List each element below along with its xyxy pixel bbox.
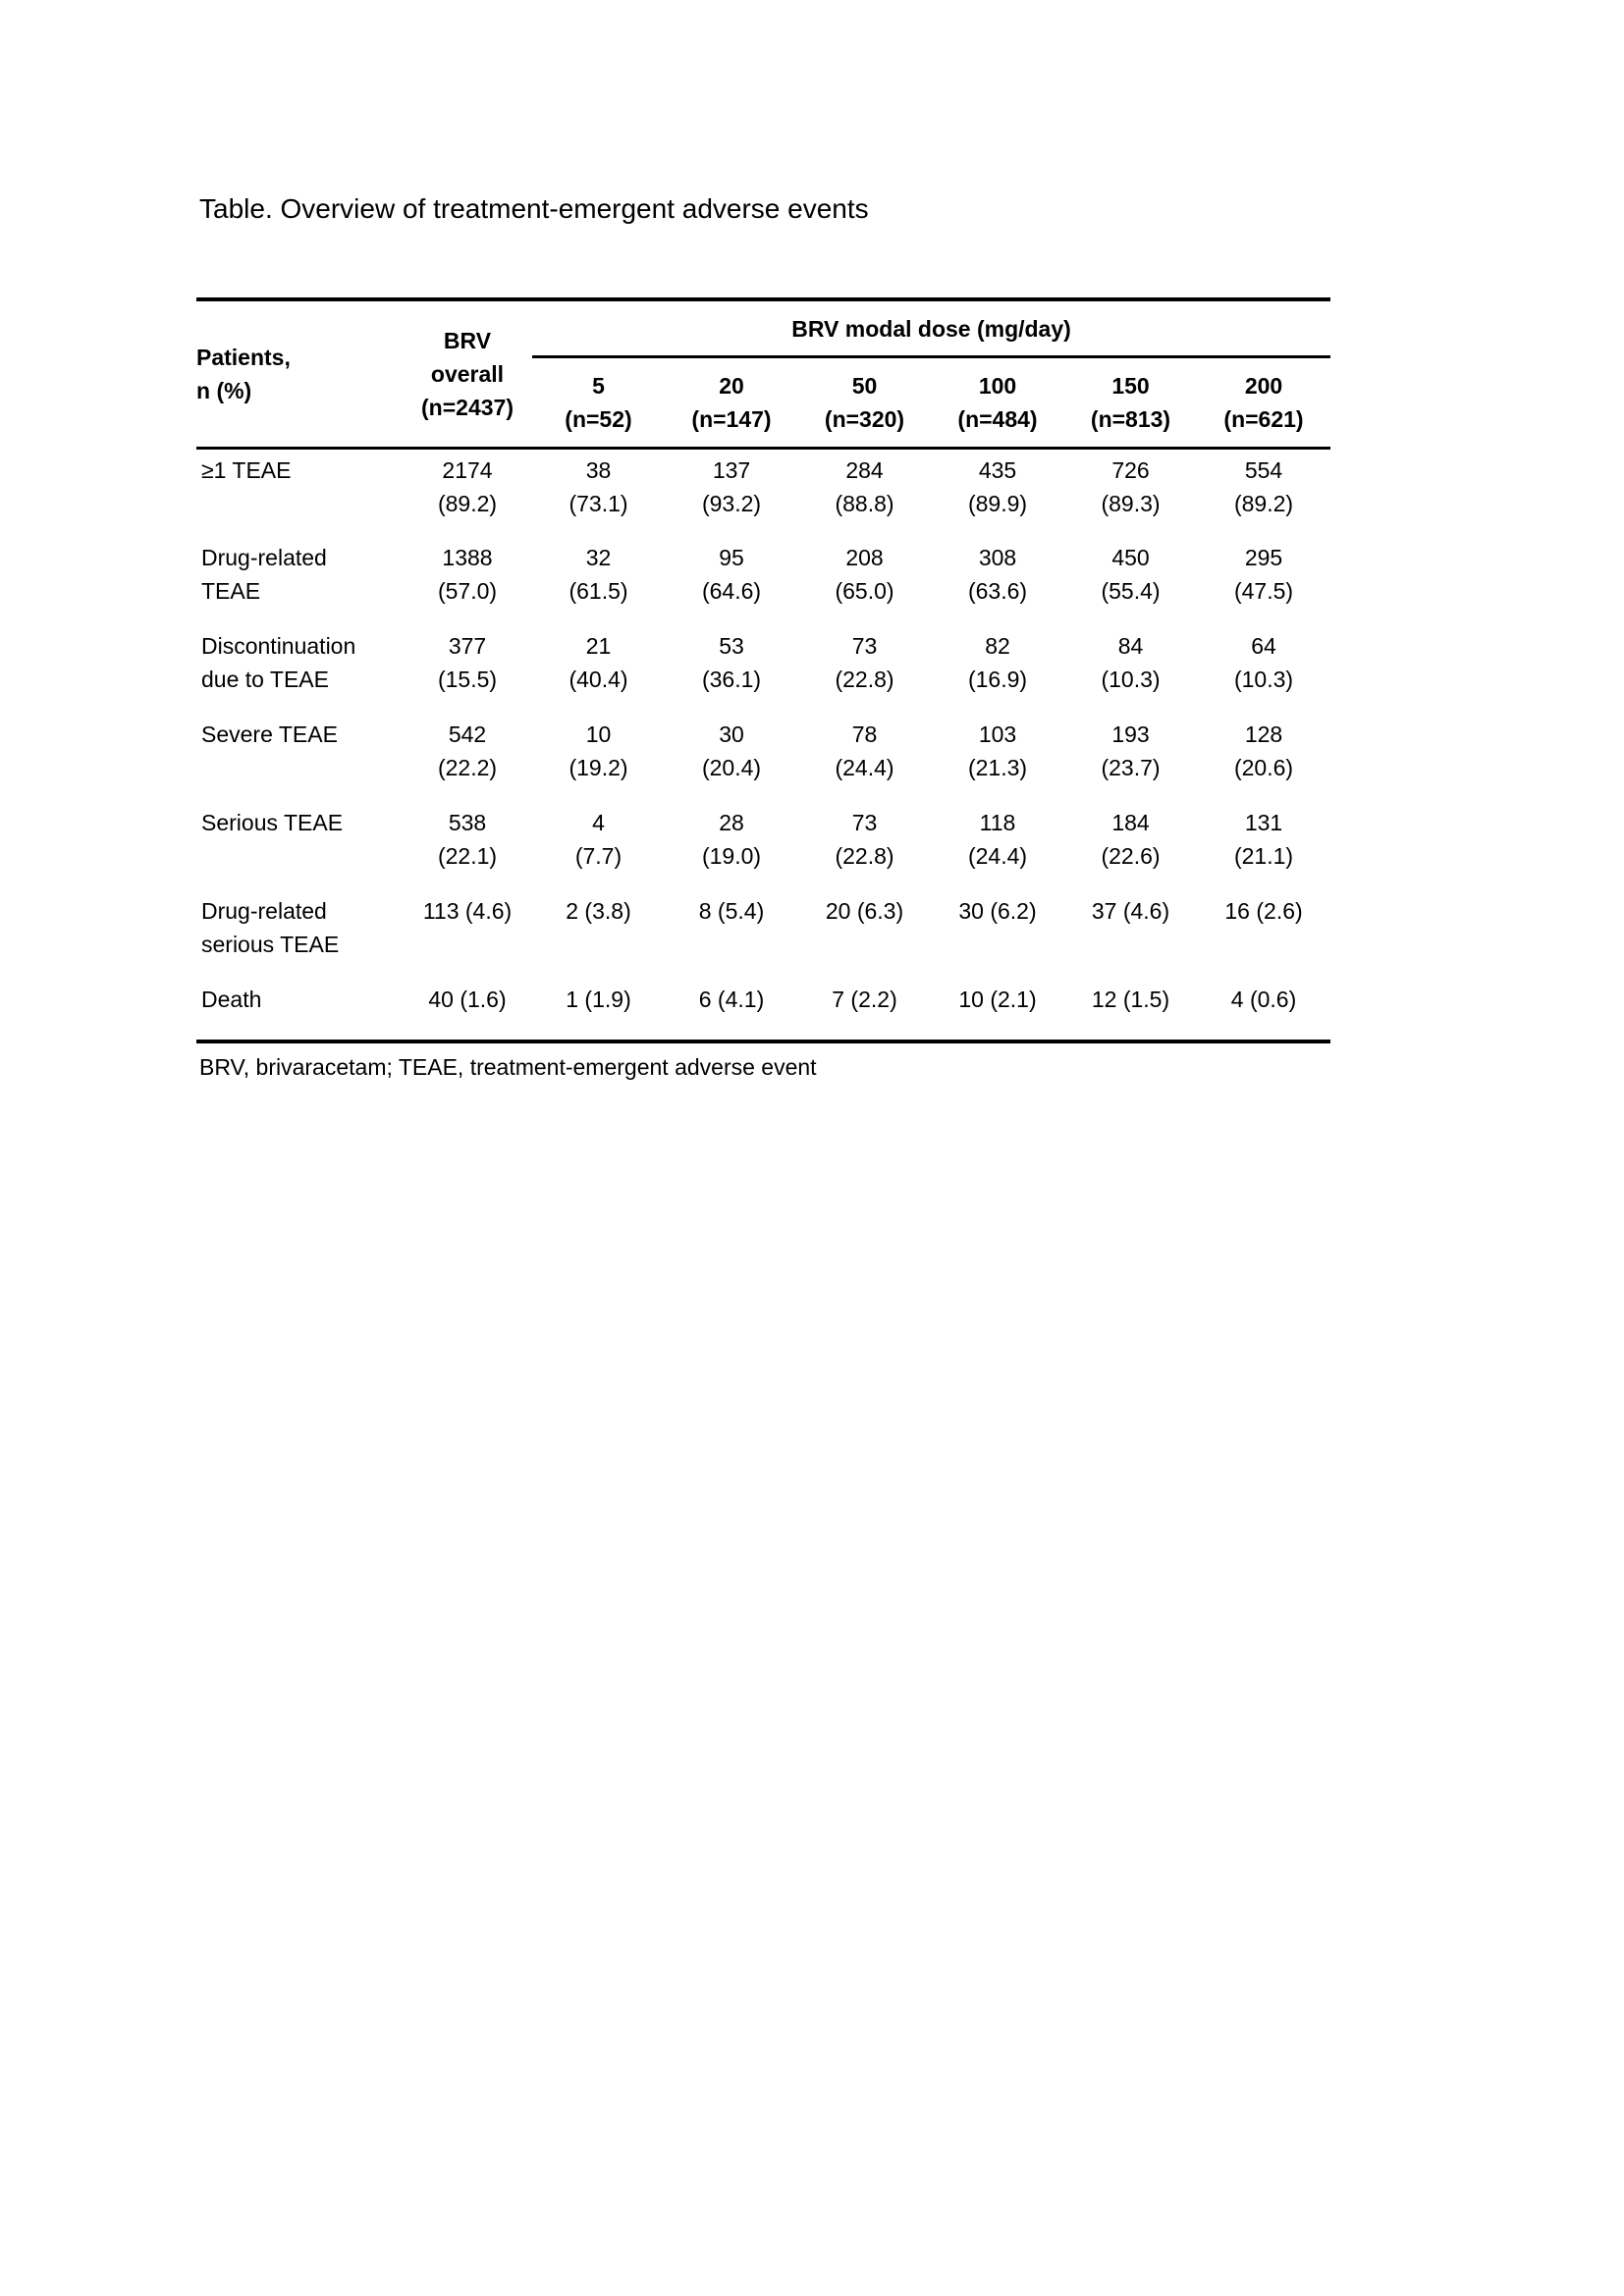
- data-cell: 32 (61.5): [568, 544, 628, 604]
- data-cell: 118 (24.4): [967, 809, 1028, 869]
- data-cell: 16 (2.6): [1224, 897, 1303, 924]
- adverse-events-table: Patients, n (%) BRV overall (n=2437) BRV…: [196, 297, 1331, 1043]
- data-cell: 30 (20.4): [701, 721, 762, 780]
- data-cell: 53 (36.1): [701, 632, 762, 692]
- data-cell: 284 (88.8): [835, 457, 894, 516]
- table-body: ≥1 TEAE 2174 (89.2) 38 (73.1) 137 (93.2)…: [196, 449, 1330, 1041]
- data-cell: 538 (22.1): [437, 809, 498, 869]
- table-row: Discontinuation due to TEAE 377 (15.5) 2…: [196, 625, 1330, 714]
- data-cell: 295 (47.5): [1233, 544, 1294, 604]
- table-header: Patients, n (%) BRV overall (n=2437) BRV…: [196, 299, 1331, 450]
- data-cell: 37 (4.6): [1091, 897, 1170, 924]
- data-cell: 4 (0.6): [1230, 986, 1297, 1012]
- data-cell: 6 (4.1): [698, 986, 765, 1012]
- row-label: Death: [201, 986, 262, 1012]
- data-cell: 4 (7.7): [574, 809, 623, 869]
- table-row: Serious TEAE 538 (22.1) 4 (7.7) 28 (19.0…: [196, 802, 1330, 890]
- row-label: Severe TEAE: [201, 721, 338, 747]
- data-cell: 184 (22.6): [1101, 809, 1161, 869]
- column-header-dose-200: 200 (n=621): [1197, 356, 1331, 450]
- data-cell: 137 (93.2): [701, 457, 762, 516]
- data-cell: 82 (16.9): [967, 632, 1028, 692]
- row-label: Drug-related serious TEAE: [201, 897, 340, 957]
- column-header-dose-100: 100 (n=484): [931, 356, 1064, 450]
- table-row: ≥1 TEAE 2174 (89.2) 38 (73.1) 137 (93.2)…: [196, 449, 1330, 537]
- data-cell: 113 (4.6): [422, 897, 513, 924]
- table-title: Table. Overview of treatment-emergent ad…: [199, 193, 869, 224]
- adverse-events-table-container: Patients, n (%) BRV overall (n=2437) BRV…: [196, 297, 1331, 1043]
- table-footnote: BRV, brivaracetam; TEAE, treatment-emerg…: [199, 1054, 817, 1080]
- table-row: Severe TEAE 542 (22.2) 10 (19.2) 30 (20.…: [196, 714, 1330, 802]
- data-cell: 38 (73.1): [568, 457, 628, 516]
- data-cell: 450 (55.4): [1101, 544, 1161, 604]
- data-cell: 377 (15.5): [437, 632, 498, 692]
- data-cell: 64 (10.3): [1233, 632, 1294, 692]
- data-cell: 435 (89.9): [967, 457, 1028, 516]
- data-cell: 28 (19.0): [701, 809, 762, 869]
- data-cell: 78 (24.4): [835, 721, 894, 780]
- data-cell: 84 (10.3): [1101, 632, 1161, 692]
- column-header-dose-5: 5 (n=52): [532, 356, 665, 450]
- data-cell: 1388 (57.0): [437, 544, 498, 604]
- data-cell: 73 (22.8): [835, 809, 894, 869]
- data-cell: 193 (23.7): [1101, 721, 1161, 780]
- column-header-dose-50: 50 (n=320): [798, 356, 931, 450]
- data-cell: 103 (21.3): [967, 721, 1028, 780]
- data-cell: 2 (3.8): [566, 897, 631, 924]
- column-header-dose-150: 150 (n=813): [1064, 356, 1197, 450]
- data-cell: 128 (20.6): [1233, 721, 1294, 780]
- data-cell: 40 (1.6): [428, 986, 507, 1012]
- data-cell: 1 (1.9): [566, 986, 631, 1012]
- row-label: Discontinuation due to TEAE: [201, 632, 356, 692]
- data-cell: 21 (40.4): [568, 632, 628, 692]
- data-cell: 73 (22.8): [835, 632, 894, 692]
- column-header-patients: Patients, n (%): [196, 299, 403, 450]
- data-cell: 30 (6.2): [958, 897, 1037, 924]
- data-cell: 542 (22.2): [437, 721, 498, 780]
- data-cell: 7 (2.2): [832, 986, 897, 1012]
- data-cell: 95 (64.6): [701, 544, 762, 604]
- data-cell: 10 (19.2): [568, 721, 628, 780]
- data-cell: 554 (89.2): [1233, 457, 1294, 516]
- data-cell: 308 (63.6): [967, 544, 1028, 604]
- data-cell: 20 (6.3): [825, 897, 904, 924]
- row-label: Serious TEAE: [201, 809, 344, 835]
- data-cell: 726 (89.3): [1101, 457, 1161, 516]
- table-row: Drug-related serious TEAE 113 (4.6) 2 (3…: [196, 890, 1330, 979]
- table-row: Drug-related TEAE 1388 (57.0) 32 (61.5) …: [196, 537, 1330, 625]
- data-cell: 208 (65.0): [835, 544, 894, 604]
- column-header-dose-20: 20 (n=147): [665, 356, 798, 450]
- data-cell: 8 (5.4): [698, 897, 765, 924]
- column-header-brv-overall: BRV overall (n=2437): [403, 299, 532, 450]
- data-cell: 12 (1.5): [1091, 986, 1170, 1012]
- column-group-header-brv-modal-dose: BRV modal dose (mg/day): [532, 299, 1331, 358]
- row-label: ≥1 TEAE: [201, 457, 292, 483]
- data-cell: 2174 (89.2): [437, 457, 498, 516]
- table-row: Death 40 (1.6) 1 (1.9) 6 (4.1) 7 (2.2) 1…: [196, 979, 1330, 1041]
- data-cell: 131 (21.1): [1233, 809, 1294, 869]
- row-label: Drug-related TEAE: [201, 544, 327, 604]
- data-cell: 10 (2.1): [958, 986, 1037, 1012]
